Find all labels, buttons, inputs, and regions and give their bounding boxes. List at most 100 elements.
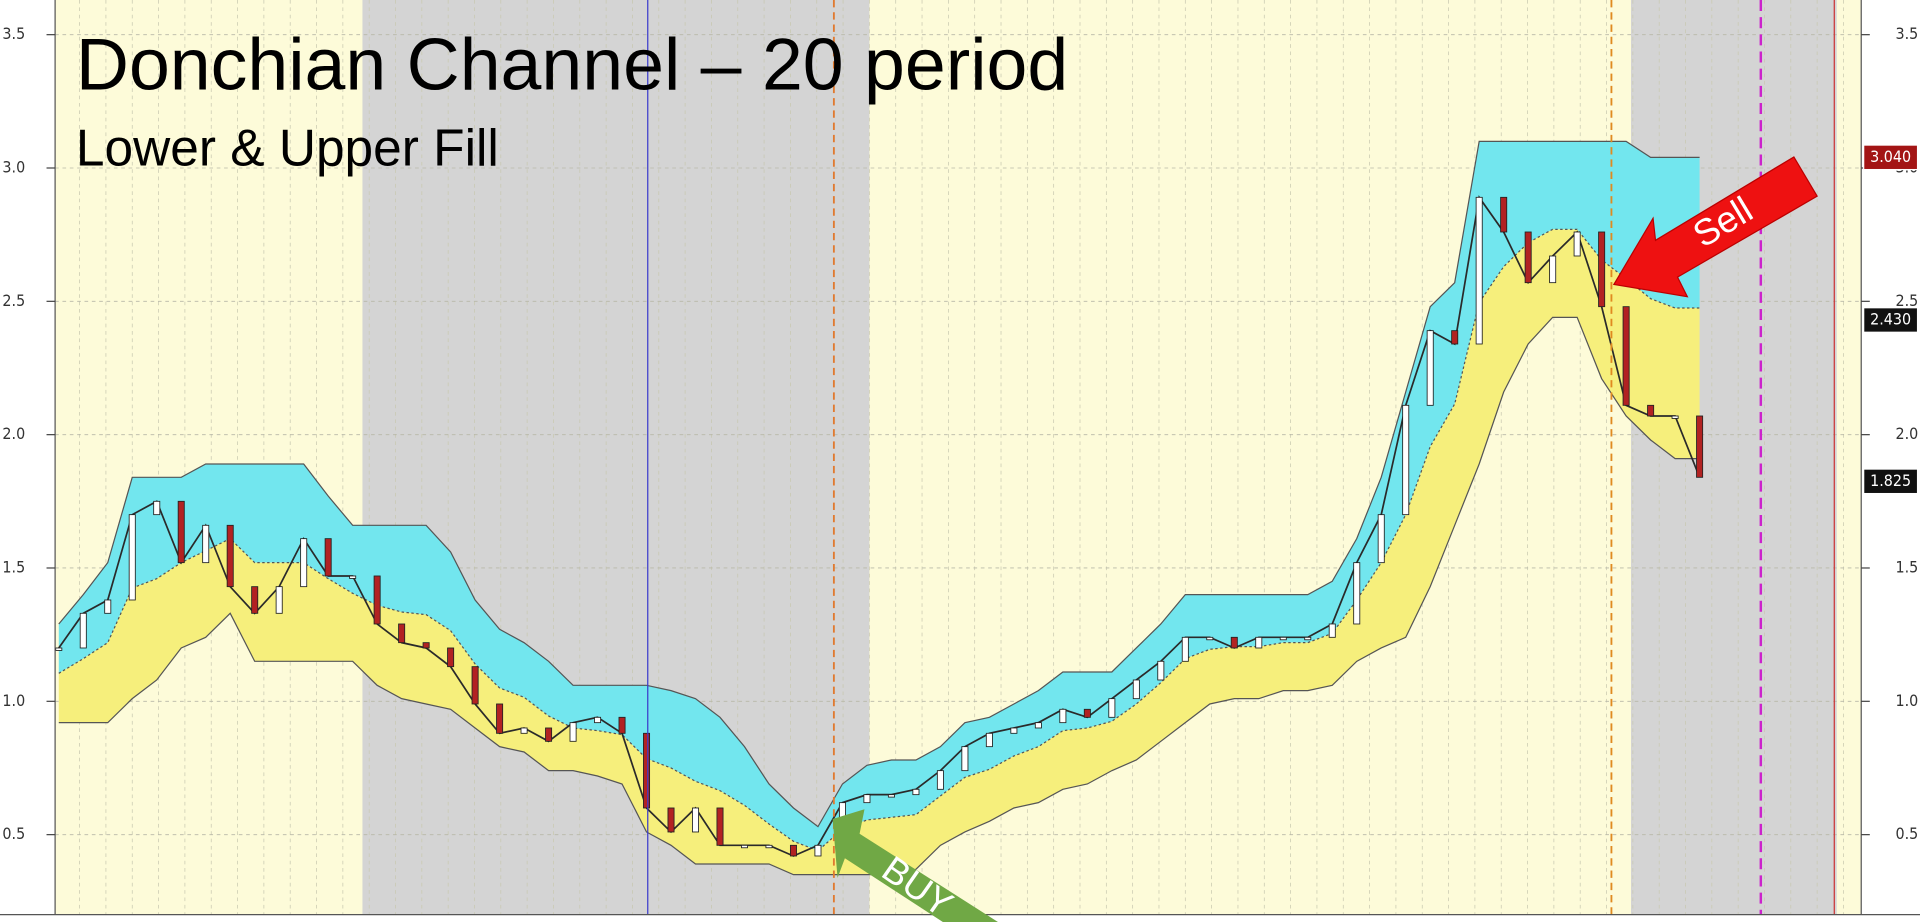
- candle: [104, 599, 112, 614]
- candle: [471, 666, 479, 705]
- candle: [1475, 196, 1483, 345]
- candle: [1304, 636, 1312, 641]
- candle: [373, 575, 381, 625]
- channel: [55, 140, 1704, 876]
- candle: [1010, 727, 1018, 734]
- candle: [594, 716, 602, 724]
- candle: [569, 722, 577, 742]
- candle: [863, 794, 871, 804]
- candle: [741, 844, 748, 849]
- candle: [275, 586, 283, 614]
- price-label-box: [1863, 144, 1919, 171]
- y-tick-label: 1.0: [2, 691, 25, 710]
- candle: [1696, 415, 1704, 478]
- candle: [1328, 623, 1336, 638]
- price-label: 1.825: [1870, 471, 1911, 490]
- candle: [1132, 679, 1140, 700]
- candle: [226, 524, 234, 588]
- y-tick-label: 0.5: [2, 824, 25, 843]
- candle: [1573, 231, 1581, 257]
- candle: [1402, 404, 1410, 516]
- candle: [1206, 636, 1214, 641]
- candle: [447, 647, 455, 668]
- candle: [1647, 404, 1655, 417]
- candle: [936, 770, 944, 790]
- buy-arrow: [832, 809, 998, 922]
- sell-arrow: [1612, 156, 1818, 298]
- chart-subtitle: Lower & Upper Fill: [76, 119, 499, 177]
- candle: [1622, 306, 1630, 406]
- candle: [1598, 231, 1606, 308]
- chart-title: Donchian Channel – 20 period: [76, 22, 1068, 105]
- candle: [692, 807, 699, 833]
- y2-tick-label: 2.5: [1896, 291, 1919, 310]
- candle: [1549, 255, 1557, 284]
- middle-band: [58, 228, 1700, 852]
- candle: [128, 514, 136, 601]
- candle: [1377, 514, 1385, 564]
- candle: [1255, 636, 1263, 649]
- candle: [1230, 636, 1238, 649]
- price-label: 3.040: [1870, 147, 1911, 166]
- candle: [55, 647, 63, 651]
- candle: [1279, 636, 1287, 641]
- y2-tick-label: 3.5: [1896, 24, 1919, 43]
- candle: [202, 524, 210, 564]
- price-line: [58, 195, 1701, 857]
- candle: [1524, 231, 1532, 284]
- candle: [520, 727, 528, 734]
- session-band: [1631, 0, 1837, 915]
- candle: [177, 500, 185, 564]
- candle: [1157, 660, 1165, 681]
- candle: [985, 732, 993, 748]
- candle: [349, 575, 357, 579]
- y-tick-label: 2.5: [2, 291, 25, 310]
- candle: [887, 794, 895, 798]
- candle: [300, 538, 308, 588]
- candle: [765, 844, 773, 849]
- price-label-box: [1863, 307, 1919, 333]
- candle: [789, 844, 797, 857]
- candle: [1353, 562, 1361, 625]
- candle: [79, 612, 87, 649]
- candle: [1181, 636, 1189, 662]
- y2-tick-label: 1.5: [1896, 557, 1919, 576]
- candle: [545, 727, 553, 742]
- y-tick-label: 3.0: [2, 157, 25, 176]
- candle: [324, 538, 332, 577]
- candle: [398, 623, 406, 644]
- candle: [1451, 330, 1459, 345]
- candle: [716, 807, 724, 846]
- y-tick-label: 1.5: [2, 557, 25, 576]
- candle: [667, 807, 675, 833]
- price-label-box: [1863, 468, 1919, 495]
- candle: [814, 844, 822, 857]
- upper-fill: [58, 141, 1700, 851]
- y-tick-label: 2.0: [2, 424, 25, 443]
- candle: [422, 642, 430, 649]
- candle: [912, 788, 920, 796]
- y-tick-label: 3.5: [2, 24, 25, 43]
- candle: [1083, 708, 1091, 718]
- grid: [55, 0, 1862, 915]
- candle: [1108, 698, 1116, 718]
- candle: [496, 703, 504, 734]
- candle: [153, 500, 161, 516]
- candle: [618, 716, 626, 734]
- candle: [1500, 196, 1508, 233]
- upper-band: [58, 140, 1700, 828]
- y2-tick-label: 0.5: [1896, 824, 1919, 843]
- lower-fill: [58, 229, 1700, 875]
- candle: [643, 732, 651, 809]
- y2-tick-label: 2.0: [1896, 424, 1919, 443]
- candle: [961, 746, 969, 772]
- candle: [1426, 330, 1434, 406]
- price-label: 2.430: [1870, 309, 1911, 328]
- ticks: 0.50.51.01.01.51.52.02.02.52.53.03.03.53…: [2, 24, 1918, 843]
- candle: [1059, 708, 1067, 724]
- candle: [1034, 722, 1042, 729]
- candle: [251, 586, 259, 614]
- y2-tick-label: 1.0: [1896, 691, 1919, 710]
- candle: [1671, 415, 1679, 419]
